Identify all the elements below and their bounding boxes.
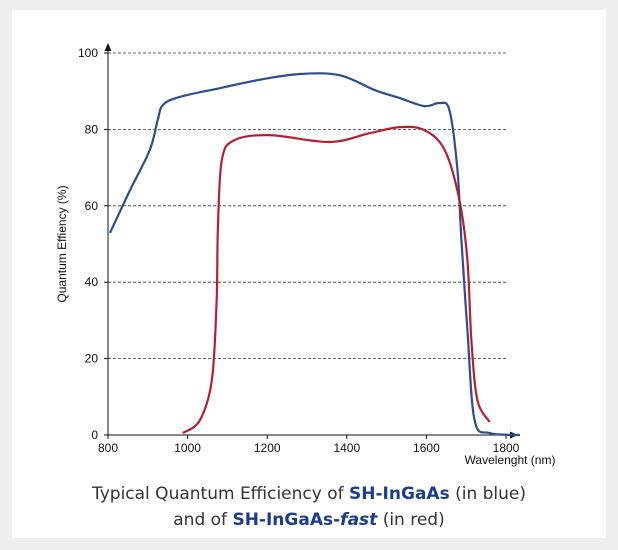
caption-text: (in blue) xyxy=(449,484,527,504)
caption-text: Typical Quantum Efficiency of xyxy=(91,484,350,504)
y-tick-label: 100 xyxy=(78,46,98,60)
card xyxy=(12,10,606,538)
y-axis-label: Quantum Effiency (%) xyxy=(55,185,69,302)
x-axis-label: Wavelenght (nm) xyxy=(465,453,556,467)
x-tick-label: 1200 xyxy=(254,441,281,455)
chart: Quantum Effiency (%) Wavelenght (nm) 0 20… xyxy=(55,43,556,467)
x-tick-label: 1600 xyxy=(413,441,440,455)
y-tick-label: 0 xyxy=(91,428,98,442)
caption-highlight: SH-InGaAs xyxy=(349,484,450,504)
y-axis-arrow xyxy=(104,43,112,51)
y-tick-label: 20 xyxy=(85,352,99,366)
y-tick-label: 40 xyxy=(85,275,99,289)
data-line xyxy=(108,72,520,437)
caption-highlight: SH-InGaAs- xyxy=(232,510,341,530)
caption-line-2: and of SH-InGaAs-fast (in red) xyxy=(0,510,618,530)
y-tick-label: 60 xyxy=(85,199,99,213)
caption-highlight: fast xyxy=(340,510,378,530)
x-tick-label: 1000 xyxy=(174,441,201,455)
x-tick-label: 800 xyxy=(98,441,118,455)
caption-text: (in red) xyxy=(377,510,445,530)
caption-line-1: Typical Quantum Efficiency of SH-InGaAs … xyxy=(0,484,618,504)
x-tick-label: 1800 xyxy=(493,441,520,455)
x-tick-label: 1400 xyxy=(333,441,360,455)
y-tick-label: 80 xyxy=(85,122,99,136)
caption-text: and of xyxy=(173,510,233,530)
data-line xyxy=(182,125,491,435)
